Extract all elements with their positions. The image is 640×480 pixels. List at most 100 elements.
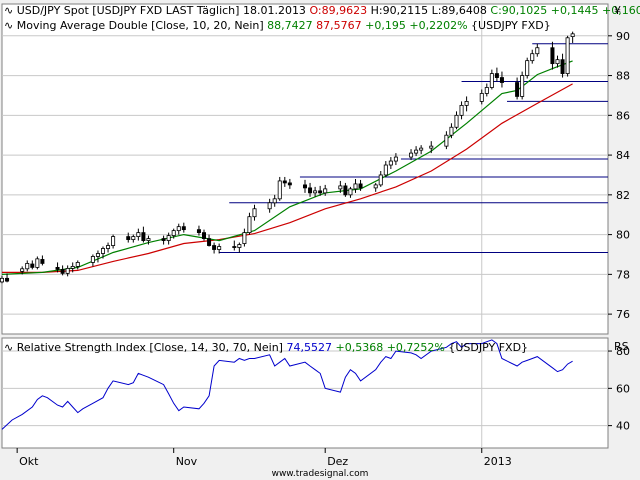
candle-body-down xyxy=(40,259,45,264)
candle xyxy=(201,229,206,241)
candle xyxy=(171,228,176,239)
candle xyxy=(161,235,166,245)
candle-body-down xyxy=(55,267,60,270)
candle-body-up xyxy=(393,156,398,162)
candle-body-down xyxy=(60,268,65,274)
candle-body-up xyxy=(570,33,575,38)
candle xyxy=(454,111,459,130)
candle xyxy=(247,212,252,235)
candle-body-up xyxy=(338,185,343,190)
candle-body-up xyxy=(90,256,95,263)
candle xyxy=(378,170,383,187)
rsi-line xyxy=(1,339,573,430)
candle-body-up xyxy=(353,183,358,190)
candle xyxy=(176,223,181,235)
x-tick-label: 2013 xyxy=(484,455,512,468)
candle-body-up xyxy=(242,232,247,244)
rsi-change: +0,5368 xyxy=(335,341,383,354)
price-tick-label: 90 xyxy=(616,30,630,43)
candle xyxy=(5,273,10,283)
candle xyxy=(95,250,100,263)
candle xyxy=(40,255,45,266)
x-tick-label: Okt xyxy=(19,455,39,468)
price-tick-label: 78 xyxy=(616,268,630,281)
candle-body-up xyxy=(252,208,257,218)
candle xyxy=(520,71,525,100)
candle xyxy=(479,89,484,105)
candle-body-up xyxy=(131,236,136,240)
candle xyxy=(555,55,560,68)
candle xyxy=(0,275,4,284)
candle-body-down xyxy=(161,238,166,241)
candle xyxy=(353,178,358,193)
price-header: ∿ USD/JPY Spot [USDJPY FXD LAST Täglich]… xyxy=(4,4,640,17)
candle-body-down xyxy=(126,236,131,240)
candle xyxy=(242,228,247,247)
rsi-tick-label: 60 xyxy=(616,382,630,395)
candle-body-down xyxy=(499,77,504,83)
candle xyxy=(196,225,201,236)
candle-body-up xyxy=(247,216,252,234)
candle-body-down xyxy=(358,183,363,189)
header-high: H:90,2115 xyxy=(371,4,428,17)
candle-body-down xyxy=(5,277,10,282)
price-tick-label: 84 xyxy=(616,149,630,162)
candle xyxy=(207,234,212,247)
candle xyxy=(308,182,313,197)
candle-body-up xyxy=(70,266,75,269)
rsi-tick-label: 40 xyxy=(616,420,630,433)
candle-body-up xyxy=(20,268,25,272)
candle-body-up xyxy=(449,126,454,136)
candle-body-up xyxy=(414,149,419,154)
candle xyxy=(393,153,398,166)
candle xyxy=(277,176,282,201)
candle-body-up xyxy=(348,188,353,196)
candle xyxy=(287,178,292,189)
candle xyxy=(75,260,80,270)
y-axis: 76 78 80 82 84 86 88 90 40 60 80 xyxy=(608,30,630,433)
candle xyxy=(535,43,540,57)
candle-body-up xyxy=(65,267,70,274)
candle-body-up xyxy=(383,164,388,176)
candle xyxy=(30,260,35,270)
rsi-icon: ∿ xyxy=(4,341,13,354)
candle-body-up xyxy=(429,145,434,149)
candle-body-down xyxy=(30,263,35,268)
candle-body-down xyxy=(308,187,313,194)
candle xyxy=(131,234,136,243)
candle-body-up xyxy=(277,180,282,200)
candle-body-up xyxy=(464,101,469,106)
candle-body-up xyxy=(323,188,328,194)
candle-body-up xyxy=(95,253,100,257)
horizontal-levels xyxy=(219,43,608,253)
grid-layer xyxy=(2,4,608,448)
candle-body-down xyxy=(318,190,323,194)
x-tick-label: Nov xyxy=(176,455,198,468)
header-close: C:90,1025 xyxy=(490,4,547,17)
candle xyxy=(515,77,520,100)
candle-body-up xyxy=(75,262,80,267)
candle xyxy=(181,222,186,233)
candle xyxy=(560,53,565,78)
candle-body-up xyxy=(530,53,535,62)
candle-body-up xyxy=(171,230,176,236)
rsi-line-layer xyxy=(1,339,573,430)
candle-body-down xyxy=(181,226,186,231)
rsi-symbol: {USDJPY FXD} xyxy=(448,341,528,354)
candle-body-up xyxy=(479,93,484,102)
price-panel xyxy=(1,3,609,335)
candle xyxy=(348,186,353,198)
candle xyxy=(409,149,414,161)
candle-body-down xyxy=(494,73,499,78)
rsi-tick-label: 80 xyxy=(616,345,630,358)
candle-body-up xyxy=(237,244,242,248)
candle-body-down xyxy=(282,180,287,184)
candle xyxy=(232,240,237,251)
candle-body-down xyxy=(302,184,307,189)
candle xyxy=(25,260,30,272)
candle xyxy=(111,234,116,249)
rsi-change-pct: +0,7252% xyxy=(387,341,445,354)
candle-body-up xyxy=(555,59,560,65)
ma-fast-value: 88,7427 xyxy=(267,19,313,32)
